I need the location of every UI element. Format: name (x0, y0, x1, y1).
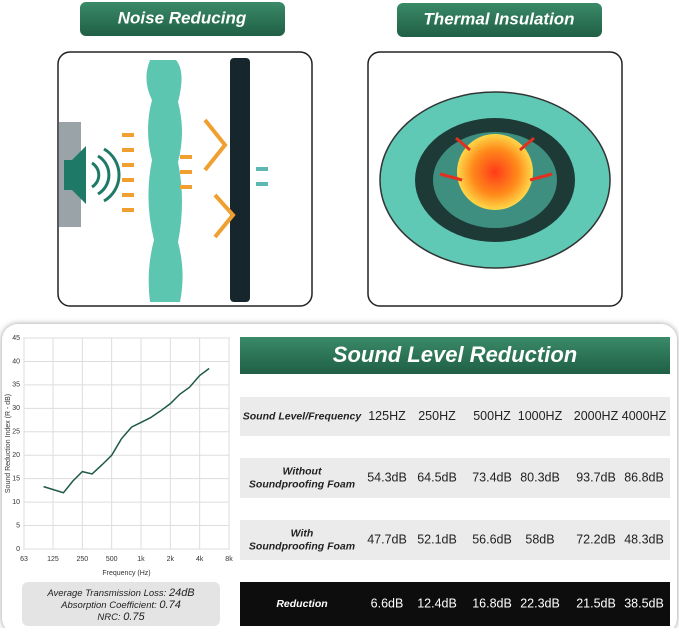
y-tick-label: 25 (12, 429, 20, 436)
table-cell: 47.7dB (367, 532, 407, 546)
table-cell: 93.7dB (576, 470, 616, 484)
y-tick-label: 45 (12, 335, 20, 342)
data-line (43, 367, 210, 494)
table-cell: 73.4dB (472, 470, 512, 484)
table-cell: 4000HZ (622, 409, 667, 423)
noise-illustration (59, 58, 268, 302)
table-cell: 48.3dB (624, 532, 664, 546)
table-cell: 16.8dB (472, 596, 512, 610)
table-cell: 6.6dB (371, 596, 404, 610)
x-axis-title: Frequency (Hz) (102, 570, 150, 577)
row-label: Sound Level/Frequency (243, 410, 363, 422)
table-cell: 12.4dB (417, 596, 457, 610)
summary-value: 0.74 (159, 599, 180, 611)
thermal-illustration (379, 91, 611, 269)
summary-value: 24dB (168, 587, 195, 599)
y-tick-label: 10 (12, 499, 20, 506)
summary-line: Absorption Coefficient: 0.74 (60, 599, 181, 611)
table: Sound Level/Frequency 125HZ 250HZ 500HZ 1000… (240, 397, 670, 626)
table-cell: 86.8dB (624, 470, 664, 484)
panel-button (397, 3, 602, 37)
panel-title: Thermal Insulation (423, 9, 574, 28)
summary-label: NRC: (97, 612, 123, 623)
table-row (240, 458, 670, 498)
table-cell: 1000HZ (518, 409, 563, 423)
table-row (240, 520, 670, 560)
table-cell: 21.5dB (576, 596, 616, 610)
table-cell: 52.1dB (417, 532, 457, 546)
table-row (240, 582, 670, 626)
y-tick-label: 15 (12, 476, 20, 483)
table-cell: 54.3dB (367, 470, 407, 484)
x-tick-label: 125 (47, 556, 59, 563)
table-cell: 64.5dB (417, 470, 457, 484)
x-tick-label: 500 (106, 556, 118, 563)
summary-label: Average Transmission Loss: (46, 588, 169, 599)
summary-box (22, 582, 220, 626)
table-title-bar (240, 337, 670, 374)
x-tick-label: 2k (167, 556, 175, 563)
y-tick-label: 0 (16, 546, 20, 553)
y-tick-label: 40 (12, 358, 20, 365)
x-tick-label: 63 (20, 556, 28, 563)
panel-title: Noise Reducing (118, 8, 247, 27)
table-cell: 500HZ (473, 409, 511, 423)
summary-line: NRC: 0.75 (97, 611, 145, 623)
x-tick-label: 4k (196, 556, 204, 563)
table-cell: 22.3dB (520, 596, 560, 610)
table-cell: 2000HZ (574, 409, 619, 423)
table-cell: 58dB (525, 532, 554, 546)
summary-value: 0.75 (123, 611, 145, 623)
summary-label: Absorption Coefficient: (60, 600, 159, 611)
chart: 0 5 10 15 20 25 30 35 40 45 63 125 250 500 1k 2k 4k 8k Fre… (5, 335, 233, 577)
plot-area (23, 337, 230, 550)
table-cell: 250HZ (418, 409, 456, 423)
y-tick-label: 5 (16, 522, 20, 529)
table-cell: 125HZ (368, 409, 406, 423)
y-tick-label: 30 (12, 405, 20, 412)
y-axis-title: Sound Reduction Index (R - dB) (5, 394, 12, 493)
row-label: Reduction (276, 598, 327, 610)
table-row (240, 397, 670, 436)
x-tick-label: 250 (76, 556, 88, 563)
table-cell: 72.2dB (576, 532, 616, 546)
table-title: Sound Level Reduction (333, 342, 577, 367)
table-cell: 38.5dB (624, 596, 664, 610)
row-label: With Soundproofing Foam (249, 527, 355, 552)
summary-line: Average Transmission Loss: 24dB (46, 587, 194, 599)
panel-button (80, 2, 285, 36)
x-tick-label: 8k (225, 556, 233, 563)
illustration-frame (57, 51, 313, 307)
row-label: Without Soundproofing Foam (249, 465, 355, 490)
table-cell: 80.3dB (520, 470, 560, 484)
y-tick-label: 20 (12, 452, 20, 459)
y-tick-label: 35 (12, 382, 20, 389)
x-tick-label: 1k (137, 556, 145, 563)
table-cell: 56.6dB (472, 532, 512, 546)
